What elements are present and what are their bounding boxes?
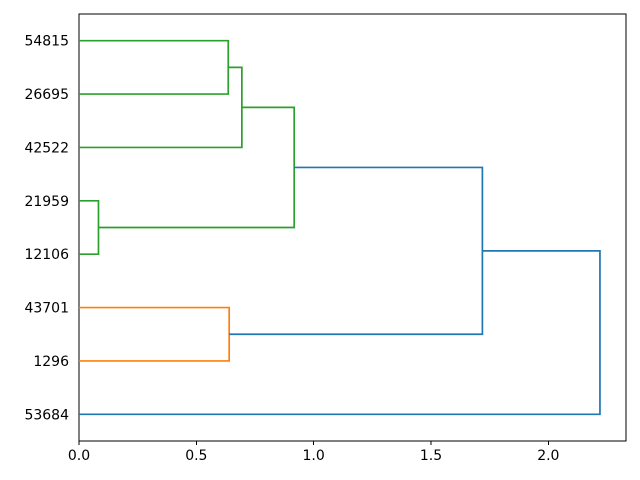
axes-border xyxy=(78,13,627,442)
x-tick-label: 0.0 xyxy=(68,448,90,464)
leaf-label: 53684 xyxy=(24,407,69,423)
x-tick-label: 2.0 xyxy=(537,448,559,464)
x-tick-label: 1.5 xyxy=(420,448,442,464)
leaf-label: 21959 xyxy=(24,194,69,210)
leaf-label: 42522 xyxy=(24,140,69,156)
dendrogram-link xyxy=(79,66,243,149)
leaf-label: 26695 xyxy=(24,87,69,103)
x-tick-label: 1.0 xyxy=(303,448,325,464)
leaf-label: 1296 xyxy=(33,354,69,370)
dendrogram-link xyxy=(79,199,100,256)
leaf-label: 12106 xyxy=(24,247,69,263)
x-tick-label: 0.5 xyxy=(185,448,207,464)
dendrogram-link xyxy=(79,306,231,362)
leaf-label: 54815 xyxy=(24,34,69,50)
dendrogram-link xyxy=(229,166,484,336)
dendrogram-link xyxy=(98,106,296,229)
dendrogram-link xyxy=(79,250,601,416)
dendrogram-link xyxy=(79,39,230,95)
leaf-label: 43701 xyxy=(24,301,69,317)
